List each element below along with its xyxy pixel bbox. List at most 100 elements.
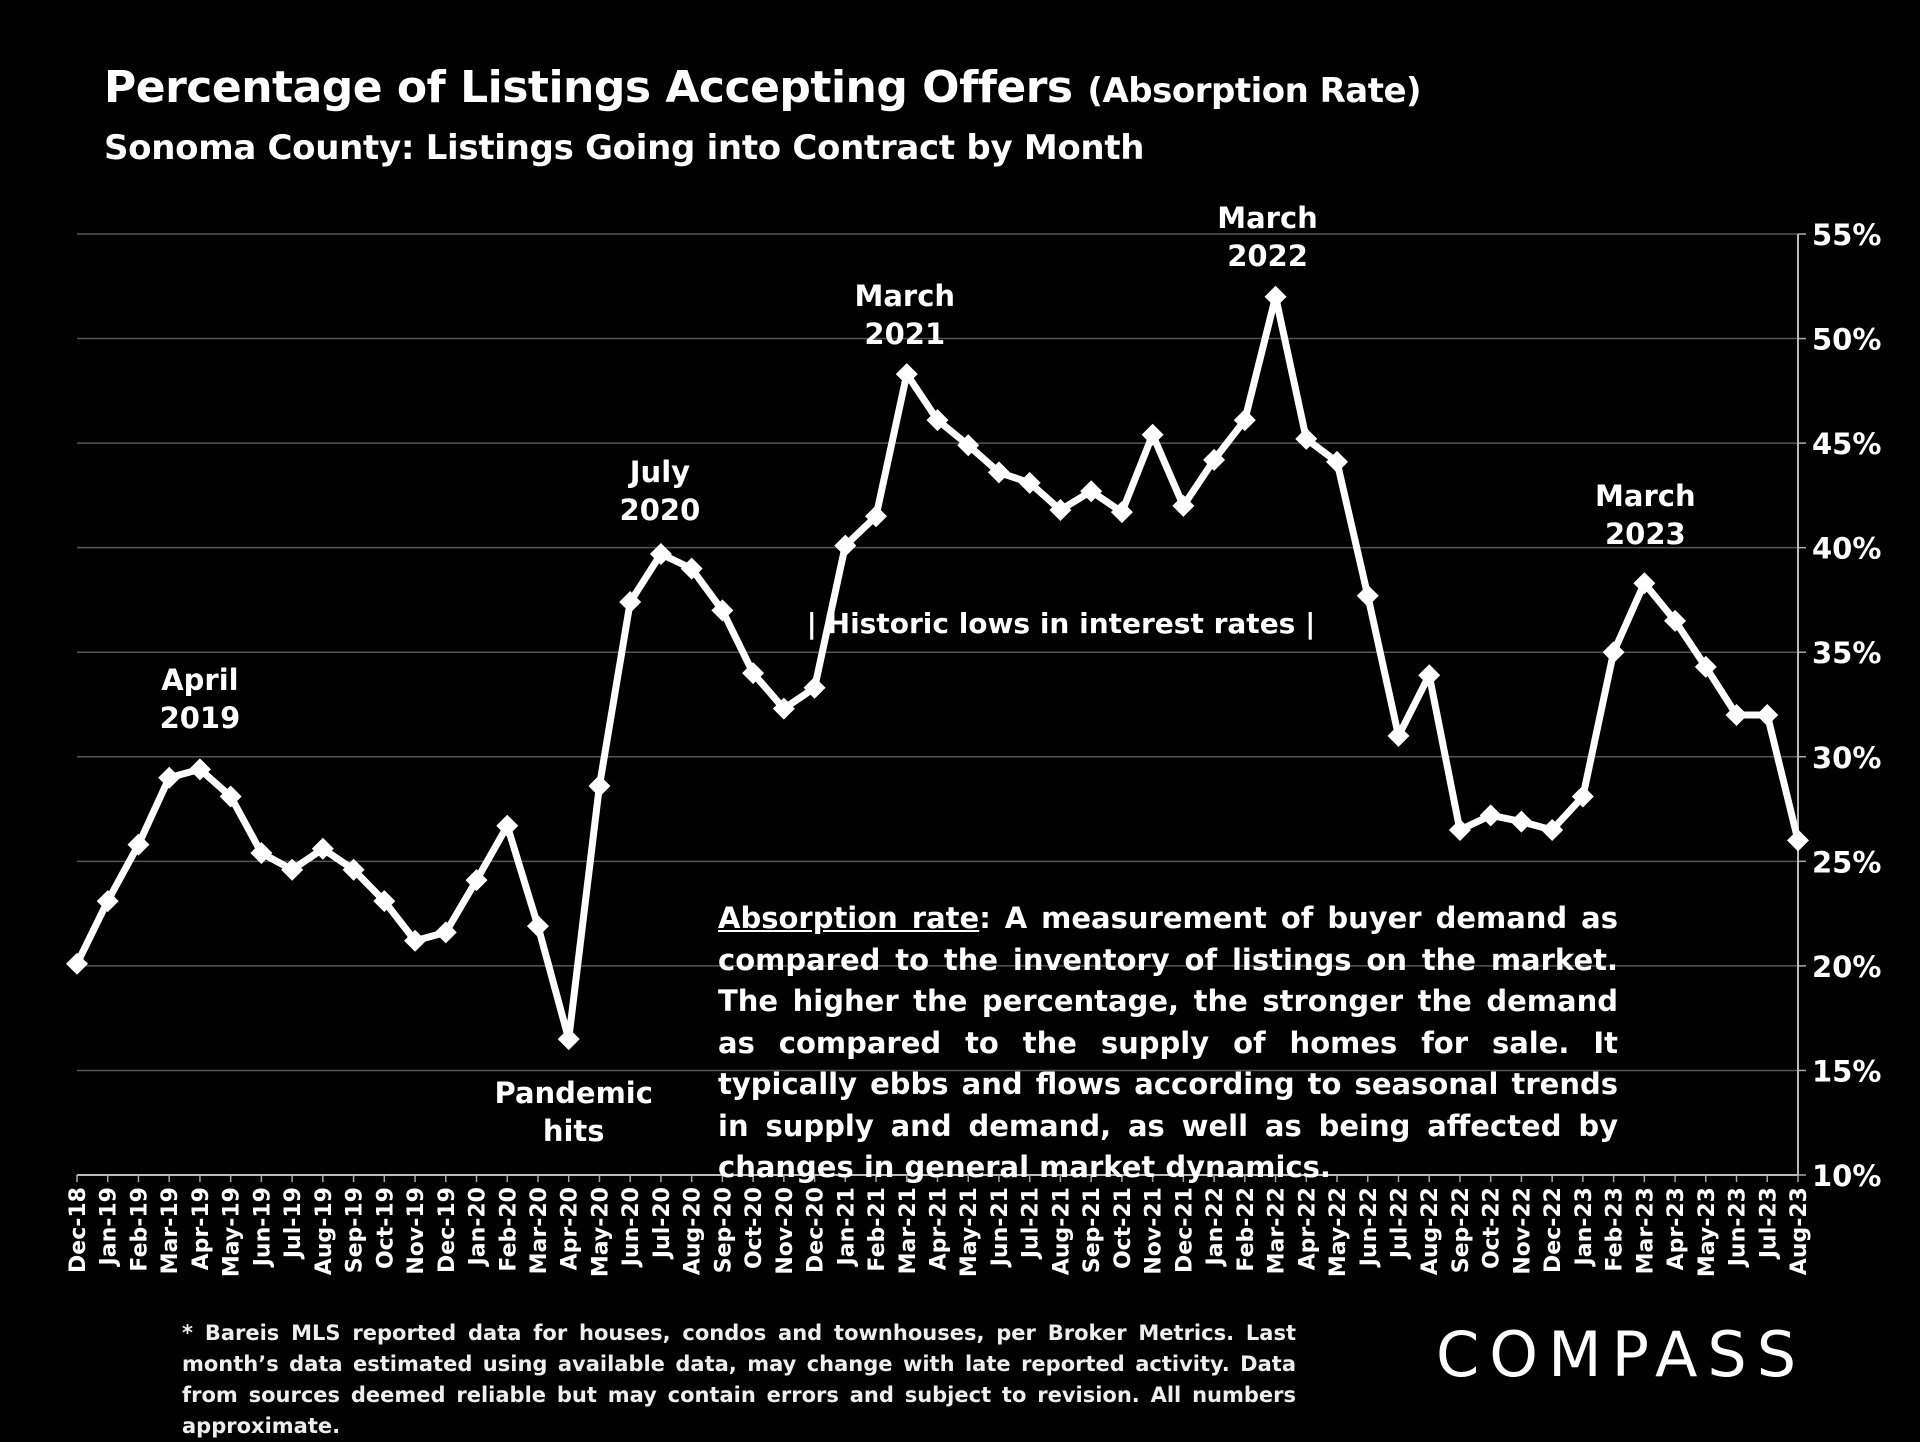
x-tick-label: May-21: [957, 1187, 982, 1277]
y-tick-label: 40%: [1812, 532, 1881, 566]
annotation-label: hits: [543, 1114, 605, 1148]
data-point: [1602, 641, 1625, 664]
description-body: : A measurement of buyer demand as compa…: [718, 901, 1618, 1184]
data-point: [1448, 818, 1471, 841]
gridlines: [77, 233, 1798, 1072]
data-point: [680, 557, 703, 580]
data-point: [742, 662, 765, 685]
y-tick-labels: 10% 15% 20% 25% 30% 35% 40% 45% 50% 55%: [1812, 218, 1881, 1193]
data-point: [1633, 572, 1656, 595]
annotation-label: 2020: [620, 493, 701, 527]
x-tick-label: Jan-20: [466, 1187, 491, 1267]
data-point: [496, 814, 519, 837]
x-tick-label: Jan-21: [834, 1187, 859, 1267]
y-tick-label: 25%: [1812, 845, 1881, 879]
annotation-label: 2023: [1605, 517, 1686, 551]
x-tick-label: Dec-21: [1172, 1187, 1197, 1273]
data-point: [1756, 703, 1779, 726]
y-tick-label: 15%: [1812, 1054, 1881, 1088]
x-tick-label: Aug-19: [312, 1187, 337, 1275]
x-tick-label: Apr-20: [558, 1187, 583, 1270]
data-point: [1664, 609, 1687, 632]
y-tick-label: 35%: [1812, 636, 1881, 670]
data-point: [1049, 499, 1072, 522]
data-point: [188, 758, 211, 781]
data-point: [250, 841, 273, 864]
data-point: [281, 858, 304, 881]
annotation-label: 2022: [1227, 239, 1308, 273]
annotation-label: July: [628, 455, 690, 489]
x-tick-label: May-22: [1326, 1187, 1351, 1277]
data-point: [1479, 804, 1502, 827]
x-tick-label: Apr-21: [927, 1187, 952, 1270]
x-tick-label: Oct-22: [1480, 1187, 1505, 1269]
annotations: April 2019 Pandemic hits July 2020 March 2021 Ma…: [160, 201, 1696, 1148]
x-tick-label: Dec-19: [435, 1187, 460, 1273]
x-tick-label: Aug-23: [1787, 1187, 1812, 1275]
x-tick-label: Aug-22: [1418, 1187, 1443, 1275]
data-point: [1172, 494, 1195, 517]
data-point: [772, 697, 795, 720]
x-tick-label: Feb-21: [865, 1187, 890, 1272]
x-tick-label: Jul-21: [1019, 1187, 1044, 1260]
data-point: [465, 869, 488, 892]
data-point: [865, 505, 888, 528]
data-point: [434, 921, 457, 944]
series-markers: [66, 285, 1809, 1051]
data-point: [1387, 724, 1410, 747]
data-point: [1694, 655, 1717, 678]
x-tick-label: Mar-22: [1265, 1187, 1290, 1274]
x-tick-label: May-19: [220, 1187, 245, 1277]
chart-title: Percentage of Listings Accepting Offers …: [104, 62, 1422, 113]
data-point: [1571, 785, 1594, 808]
data-point: [957, 434, 980, 457]
axes: [76, 233, 1806, 1182]
data-point: [219, 785, 242, 808]
y-tick-label: 45%: [1812, 427, 1881, 461]
data-point: [158, 766, 181, 789]
data-point: [834, 534, 857, 557]
interest-rate-note: | Historic lows in interest rates |: [807, 607, 1316, 640]
chart-title-main: Percentage of Listings Accepting Offers: [104, 62, 1073, 113]
x-tick-label: Jun-19: [250, 1187, 275, 1268]
x-tick-label: Apr-22: [1295, 1187, 1320, 1270]
x-tick-label: May-20: [588, 1187, 613, 1277]
data-point: [526, 915, 549, 938]
data-point: [1295, 427, 1318, 450]
x-tick-label: Jul-20: [650, 1187, 675, 1260]
data-point: [373, 890, 396, 913]
x-tick-label: Apr-19: [189, 1187, 214, 1270]
y-tick-label: 10%: [1812, 1159, 1881, 1193]
annotation-label: April: [161, 663, 238, 697]
data-point: [1264, 285, 1287, 308]
data-point: [987, 461, 1010, 484]
x-tick-label: Sep-20: [711, 1187, 736, 1273]
x-tick-label: Jun-20: [619, 1187, 644, 1268]
x-tick-label: Jul-22: [1387, 1187, 1412, 1260]
data-point: [1018, 471, 1041, 494]
compass-logo: COMPASS: [1436, 1318, 1807, 1391]
x-tick-label: Nov-20: [773, 1187, 798, 1275]
annotation-label: March: [854, 279, 955, 313]
data-point: [895, 363, 918, 386]
x-tick-label: Jan-19: [97, 1187, 122, 1267]
data-point: [404, 929, 427, 952]
footnote: * Bareis MLS reported data for houses, c…: [182, 1321, 1296, 1438]
data-point: [1233, 409, 1256, 432]
annotation-label: Pandemic: [494, 1076, 652, 1110]
x-tick-label: Feb-22: [1234, 1187, 1259, 1272]
data-point: [926, 409, 949, 432]
x-tick-label: Nov-21: [1142, 1187, 1167, 1275]
description-text: Absorption rate: A measurement of buyer …: [718, 898, 1618, 1189]
x-tick-label: Sep-21: [1080, 1187, 1105, 1273]
x-tick-label: Jan-22: [1203, 1187, 1228, 1267]
y-tick-label: 55%: [1812, 218, 1881, 252]
data-point: [619, 591, 642, 614]
data-point: [803, 676, 826, 699]
x-tick-label: Dec-18: [66, 1187, 91, 1273]
x-tick-label: Dec-20: [804, 1187, 829, 1273]
data-point: [1510, 810, 1533, 833]
data-point: [127, 833, 150, 856]
chart-subtitle: Sonoma County: Listings Going into Contr…: [104, 128, 1145, 168]
